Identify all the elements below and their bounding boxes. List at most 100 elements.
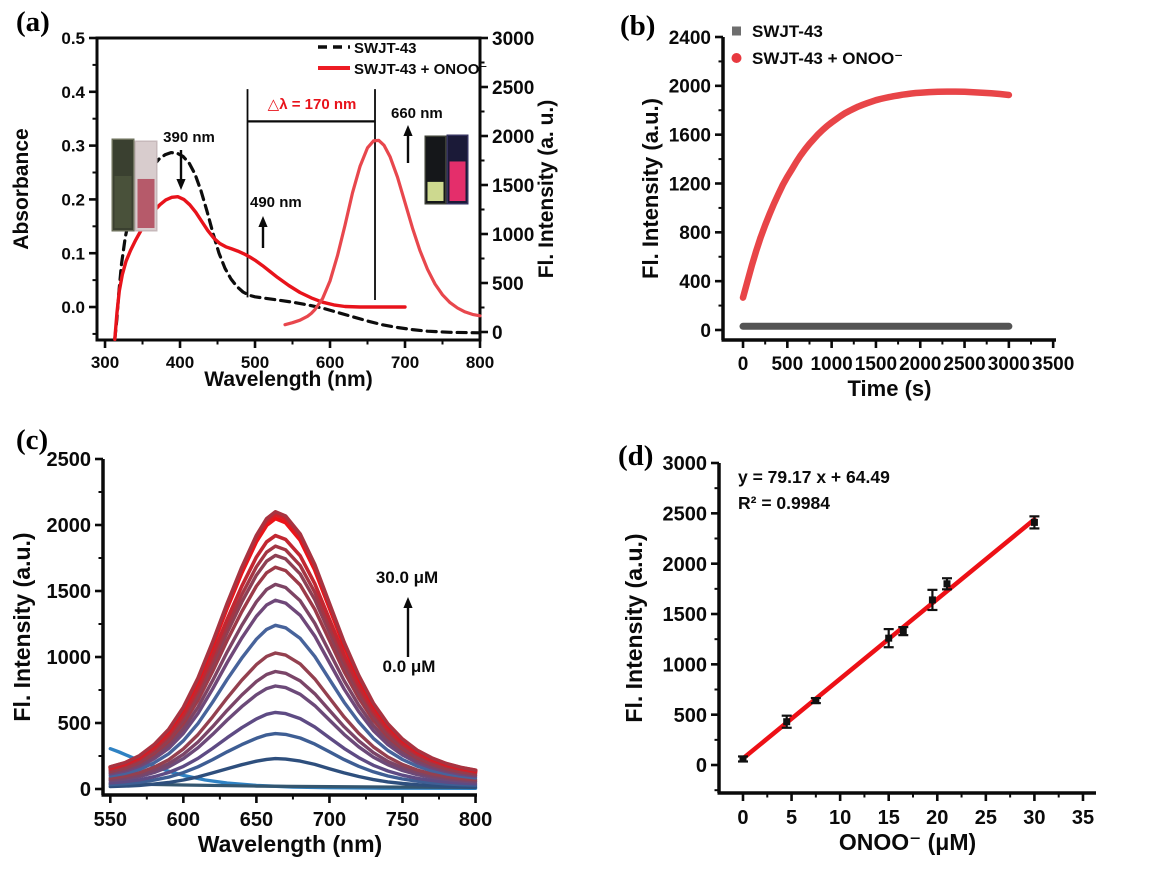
- data-point-square: [739, 755, 747, 763]
- x-axis-title: Wavelength (nm): [198, 831, 382, 857]
- axes: 0 500 1000 1500 2000 2500 3000 3500040080012001…: [638, 28, 1074, 401]
- y-tick-label: 1000: [663, 655, 708, 677]
- data-point-square: [1030, 518, 1038, 526]
- series-titration-16: [108, 510, 478, 772]
- y-tick-label: 0: [696, 755, 707, 777]
- annotation-0: y = 79.17 x + 64.49: [738, 467, 890, 487]
- panel-b-chart: 0 500 1000 1500 2000 2500 3000 3500040080012001…: [638, 22, 1074, 401]
- y-tick-label: 2000: [663, 554, 708, 576]
- panel-a-chart: 300 400 500 600 700 800 0.0 0.1 0.2 0.3 0.4 0.5 0 500…: [10, 29, 558, 391]
- y-tick-label: 0.1: [61, 244, 85, 263]
- legend: SWJT-43 SWJT-43 + ONOO⁻: [731, 22, 903, 68]
- series-titration-1: [108, 756, 478, 789]
- x-tick-label: 1000: [810, 354, 852, 375]
- plot-frame: [95, 36, 482, 342]
- x-tick-label: 15: [878, 807, 900, 829]
- y-tick-label: 3000: [663, 453, 708, 475]
- x-tick-label: 0: [737, 807, 748, 829]
- y-tick-label: 500: [58, 713, 91, 735]
- x-tick-label: 500: [241, 353, 269, 372]
- data-point-square: [899, 627, 907, 635]
- y-tick-label: 1200: [669, 174, 711, 195]
- series-titration-6: [108, 651, 478, 782]
- legend-label: SWJT-43: [354, 40, 417, 57]
- x-axis-title: Wavelength (nm): [204, 368, 372, 391]
- y-tick-label: 2400: [669, 28, 711, 49]
- annotation-1: R² = 0.9984: [738, 493, 830, 513]
- y2-tick-label: 2000: [492, 127, 534, 148]
- y-tick-label: 0.2: [61, 191, 85, 210]
- y2-tick-label: 1500: [492, 176, 534, 197]
- x-axis-title: Time (s): [848, 376, 932, 401]
- series-titration-3: [108, 710, 478, 786]
- data-point-square: [783, 718, 791, 726]
- series-titration-5: [108, 669, 478, 783]
- legend-circle-marker: [731, 53, 742, 63]
- annotation-0: 390 nm: [163, 129, 215, 146]
- x-tick-label: 600: [167, 809, 200, 831]
- axes: 300 400 500 600 700 800 0.0 0.1 0.2 0.3 0.4 0.5 0 500…: [10, 29, 558, 391]
- y-tick-label: 0.5: [61, 29, 85, 48]
- cuvettes-daylight: [111, 138, 158, 232]
- panel-b-label: (b): [620, 10, 656, 42]
- y-tick-label: 2000: [669, 77, 711, 98]
- y-tick-label: 2000: [47, 515, 92, 537]
- series-SWJT-43 + ONOO⁻ absorbance: [113, 194, 407, 341]
- y-tick-label: 0.3: [61, 137, 85, 156]
- x-tick-label: 700: [313, 809, 346, 831]
- series-titration-2: [108, 731, 478, 787]
- legend-square-marker: [732, 26, 741, 36]
- x-tick-label: 25: [975, 807, 997, 829]
- x-tick-label: 600: [316, 353, 344, 372]
- x-tick-label: 800: [466, 353, 494, 372]
- y2-tick-label: 500: [492, 274, 524, 295]
- series-titration-8: [108, 598, 478, 778]
- y2-tick-label: 3000: [492, 29, 534, 50]
- series-SWJT-43 + ONOO⁻ emission: [283, 138, 482, 327]
- x-tick-label: 2000: [899, 354, 941, 375]
- y-tick-label: 1000: [47, 647, 92, 669]
- x-tick-label: 300: [91, 353, 119, 372]
- x-tick-label: 0: [738, 354, 749, 375]
- y-tick-label: 0: [700, 321, 711, 342]
- y-tick-label: 1500: [663, 604, 708, 626]
- series-titration-9: [108, 582, 478, 777]
- x-tick-label: 3500: [1032, 354, 1074, 375]
- annotation-arrow-2-head: [403, 125, 413, 136]
- cuvette-liquid: [449, 161, 466, 201]
- y-tick-label: 0.0: [61, 298, 85, 317]
- y2-tick-label: 0: [492, 323, 503, 344]
- annotation-0: 30.0 μM: [376, 568, 438, 587]
- legend: SWJT-43 SWJT-43 + ONOO⁻: [318, 40, 487, 78]
- x-tick-label: 2500: [943, 354, 985, 375]
- cuvette-liquid: [137, 178, 155, 228]
- y-tick-label: 1600: [669, 126, 711, 147]
- x-tick-label: 5: [786, 807, 797, 829]
- x-tick-label: 30: [1023, 807, 1045, 829]
- data-point-square: [812, 697, 820, 705]
- y-axis-title: Fl. Intensity (a.u.): [621, 533, 647, 722]
- x-tick-label: 10: [829, 807, 851, 829]
- data-points: [737, 515, 1040, 763]
- x-axis-title: ONOO⁻ (μM): [839, 829, 976, 855]
- cuvettes-uv: [424, 134, 469, 205]
- x-tick-label: 800: [459, 809, 492, 831]
- x-tick-label: 750: [386, 809, 419, 831]
- annotation-arrow-0-head: [403, 597, 413, 608]
- panel-d-chart: 0 5 10 15 20 25 30 35 0 500 1000 1500 2000 2500 3000 ON…: [621, 453, 1096, 855]
- y-tick-label: 0: [80, 779, 91, 801]
- panel-c-chart: 550 600 650 700 750 800 0 500 1000 1500 2000 2500 Wa…: [9, 449, 492, 857]
- y-tick-label: 400: [679, 272, 711, 293]
- annotation-arrow-1-head: [258, 216, 268, 227]
- x-tick-label: 35: [1072, 807, 1094, 829]
- annotation-3: △λ = 170 nm: [268, 96, 357, 113]
- x-tick-label: 1500: [855, 354, 897, 375]
- data-point-square: [885, 634, 893, 642]
- x-tick-label: 650: [240, 809, 273, 831]
- series-SWJT-43 + ONOO⁻ kinetics: [739, 88, 1013, 301]
- annotation-2: 660 nm: [391, 105, 443, 122]
- x-tick-label: 400: [166, 353, 194, 372]
- y-tick-label: 2500: [663, 504, 708, 526]
- series-titration-4: [108, 684, 478, 784]
